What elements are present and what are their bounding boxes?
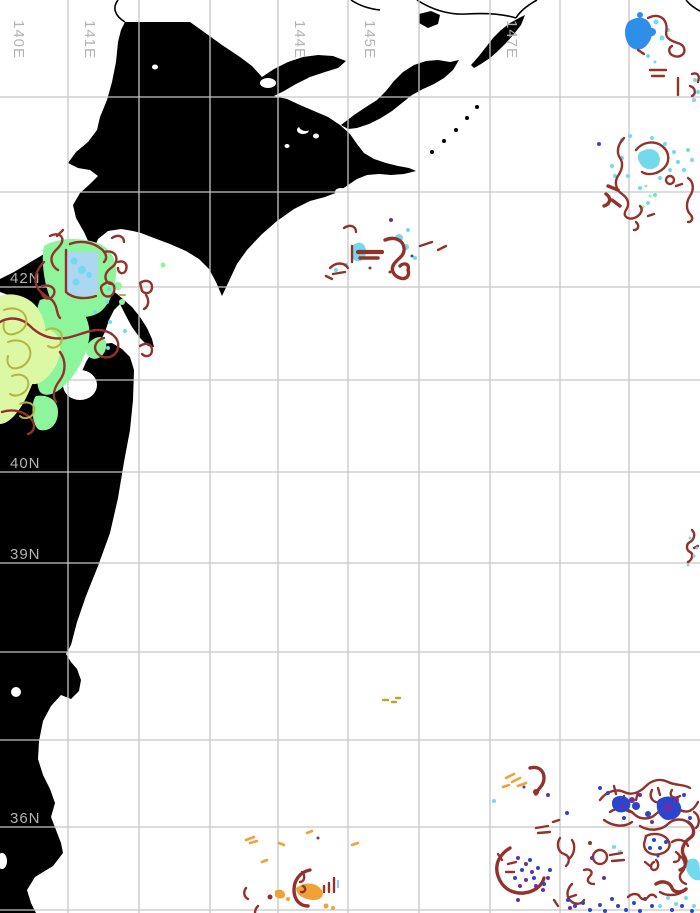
grid-label: 144E (291, 20, 308, 59)
grid-label: 140E (10, 20, 27, 59)
front-cluster-northeast (625, 12, 700, 102)
coastline-outline (114, 0, 700, 23)
front-cluster-tsugaru (0, 228, 166, 436)
kuril-islands (299, 11, 525, 154)
grid-label: 147E (503, 20, 520, 59)
front-cluster-mid-south (492, 765, 546, 803)
grid-label: 42N (10, 270, 41, 287)
front-cluster-east-43n (597, 134, 694, 232)
front-cluster-mid-dashes (381, 696, 402, 704)
front-cluster-offshore-kushiro (324, 218, 448, 281)
grid-label: 36N (10, 810, 41, 827)
grid-label: 145E (361, 20, 378, 59)
grid-label: 39N (10, 546, 41, 563)
grid-label: 141E (81, 20, 98, 59)
front-cluster-southeast (495, 778, 700, 913)
front-cluster-east-39n (685, 528, 700, 567)
front-cluster-south-central (243, 829, 360, 913)
grid-labels: 140E 141E 144E 145E 147E 42N 40N 39N 36N (10, 20, 520, 827)
grid-label: 40N (10, 455, 41, 472)
